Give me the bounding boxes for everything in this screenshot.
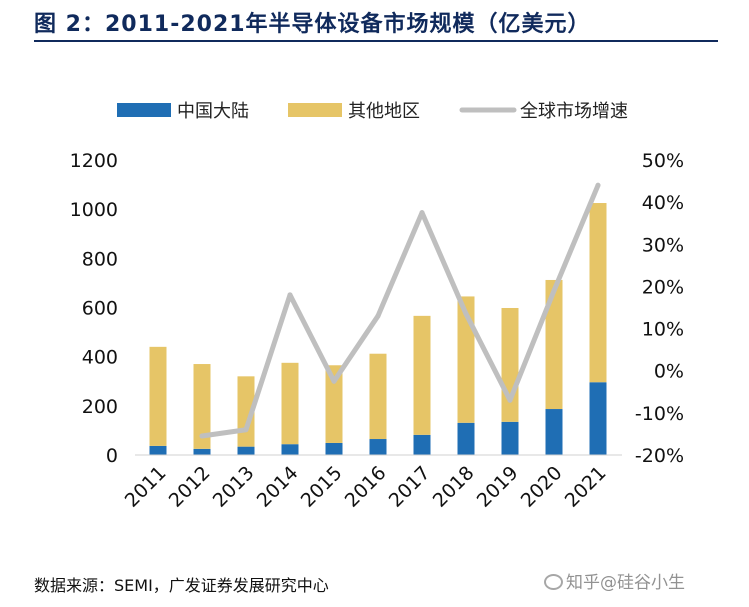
bar-other — [545, 279, 563, 410]
chart-legend: 中国大陆 其他地区 全球市场增速 — [117, 101, 628, 122]
bar-other — [193, 364, 211, 449]
bar-china — [589, 382, 607, 455]
bar-china — [281, 444, 299, 455]
growth-point — [463, 311, 469, 317]
watermark-text: 知乎@硅谷小生 — [566, 573, 685, 593]
x-tick-label: 2017 — [385, 462, 435, 512]
growth-point — [419, 210, 425, 216]
x-tick-label: 2015 — [297, 462, 347, 512]
chat-bubble-icon — [544, 574, 563, 590]
left-tick-label: 0 — [106, 445, 118, 467]
left-tick-label: 1000 — [70, 199, 118, 221]
left-tick-label: 200 — [82, 396, 118, 418]
right-tick-label: 0% — [654, 361, 684, 383]
bar-other — [457, 296, 475, 423]
bar-china — [193, 448, 211, 455]
right-tick-label: 20% — [642, 276, 684, 298]
right-tick-label: -10% — [635, 403, 684, 425]
watermark: 知乎@硅谷小生 — [544, 568, 685, 593]
growth-point — [595, 182, 601, 188]
growth-point — [199, 433, 205, 439]
growth-point — [331, 378, 337, 384]
x-tick-label: 2014 — [253, 462, 303, 512]
bar-china — [457, 422, 475, 455]
figure-title: 图 2：2011-2021年半导体设备市场规模（亿美元） — [34, 12, 591, 37]
x-tick-label: 2013 — [209, 462, 259, 512]
title-divider — [34, 40, 718, 42]
x-tick-label: 2018 — [429, 462, 479, 512]
left-tick-label: 600 — [82, 298, 118, 320]
left-tick-label: 400 — [82, 347, 118, 369]
bar-other — [501, 307, 519, 422]
growth-line — [199, 182, 601, 439]
x-tick-label: 2021 — [561, 462, 611, 512]
bar-china — [545, 409, 563, 455]
source-note: 数据来源：SEMI，广发证券发展研究中心 — [34, 576, 329, 595]
bar-other — [281, 362, 299, 445]
legend-label-china: 中国大陆 — [177, 101, 249, 122]
bar-china — [325, 442, 343, 455]
bar-other — [589, 203, 607, 383]
x-tick-label: 2016 — [341, 462, 391, 512]
bar-other — [413, 315, 431, 435]
figure-title-bar: 图 2：2011-2021年半导体设备市场规模（亿美元） — [0, 0, 749, 44]
bar-other — [325, 365, 343, 443]
bar-china — [501, 421, 519, 455]
bar-china — [413, 434, 431, 455]
bar-other — [149, 346, 167, 446]
right-axis-ticks: -20% -10% 0% 10% 20% 30% 40% 50% — [635, 150, 684, 467]
x-tick-label: 2012 — [165, 462, 215, 512]
growth-point — [287, 292, 293, 298]
x-tick-label: 2011 — [121, 462, 171, 512]
x-axis-labels: 2011201220132014201520162017201820192020… — [121, 462, 611, 512]
growth-point — [243, 427, 249, 433]
legend-swatch-other — [288, 103, 342, 117]
growth-point — [551, 288, 557, 294]
left-axis-ticks: 0 200 400 600 800 1000 1200 — [70, 150, 118, 467]
growth-polyline — [199, 182, 601, 439]
legend-label-other: 其他地区 — [348, 101, 420, 122]
growth-point — [507, 397, 513, 403]
legend-label-growth: 全球市场增速 — [520, 101, 628, 122]
bar-other — [369, 353, 387, 440]
right-tick-label: -20% — [635, 445, 684, 467]
legend-swatch-china — [117, 103, 171, 117]
bar-china — [369, 439, 387, 455]
x-tick-label: 2020 — [517, 462, 567, 512]
right-tick-label: 30% — [642, 234, 684, 256]
left-tick-label: 800 — [82, 248, 118, 270]
left-tick-label: 1200 — [70, 150, 118, 172]
right-tick-label: 10% — [642, 319, 684, 341]
right-tick-label: 50% — [642, 150, 684, 172]
bar-china — [149, 445, 167, 455]
bar-china — [237, 446, 255, 455]
growth-point — [375, 313, 381, 319]
x-tick-label: 2019 — [473, 462, 523, 512]
right-tick-label: 40% — [642, 192, 684, 214]
